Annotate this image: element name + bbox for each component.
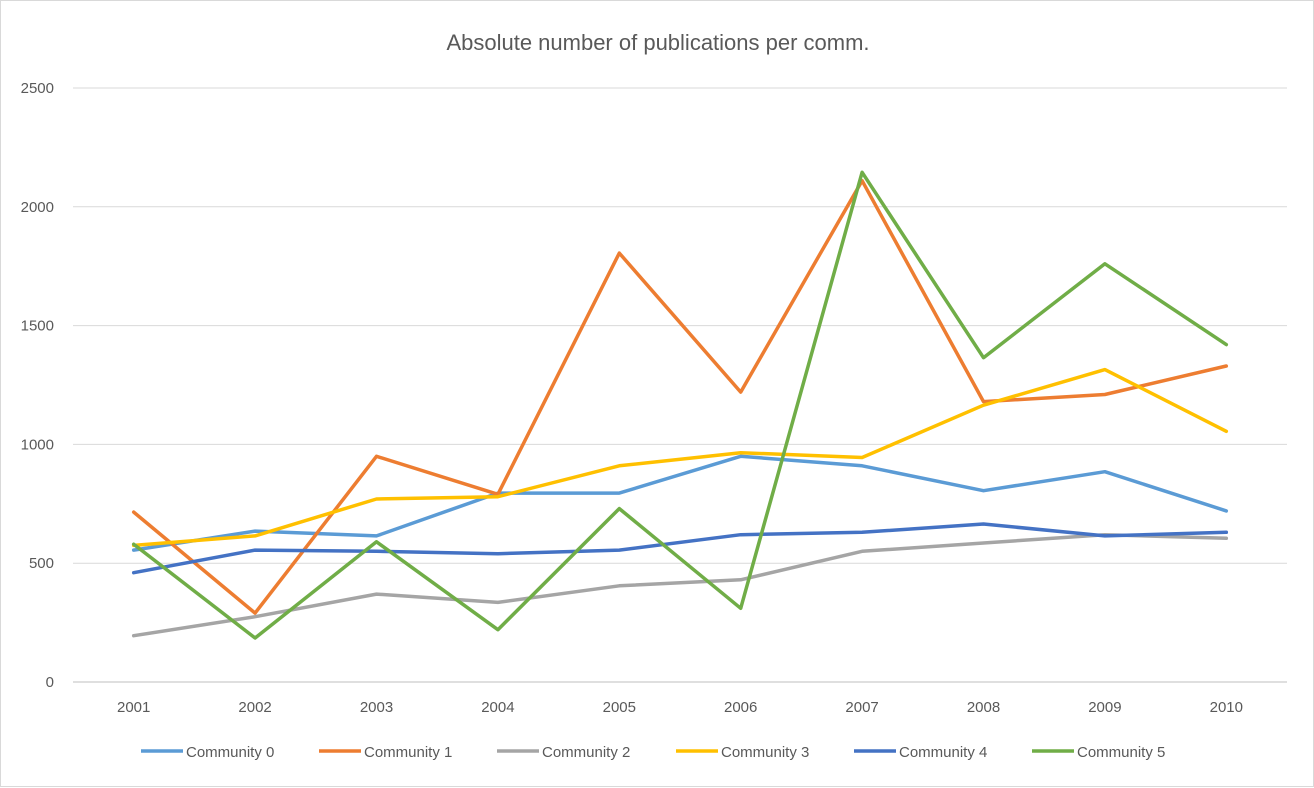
legend-item: Community 1 <box>319 744 452 761</box>
y-axis-ticks: 0 500 1000 1500 2000 2500 <box>21 80 54 691</box>
series-lines <box>131 170 1229 640</box>
legend-item: Community 5 <box>1032 744 1165 761</box>
legend-label: Community 5 <box>1077 744 1165 761</box>
gridlines <box>73 87 1287 683</box>
legend-label: Community 3 <box>721 744 809 761</box>
x-tick-label: 2009 <box>1088 699 1121 716</box>
x-tick-label: 2008 <box>967 699 1000 716</box>
series-line-4 <box>131 522 1229 575</box>
legend-label: Community 2 <box>542 744 630 761</box>
y-tick-label: 2500 <box>21 80 54 97</box>
x-tick-label: 2004 <box>481 699 514 716</box>
y-tick-label: 500 <box>29 555 54 572</box>
x-tick-label: 2001 <box>117 699 150 716</box>
x-tick-label: 2002 <box>238 699 271 716</box>
chart-title: Absolute number of publications per comm… <box>446 30 869 55</box>
x-tick-label: 2006 <box>724 699 757 716</box>
x-tick-label: 2005 <box>603 699 636 716</box>
x-tick-label: 2010 <box>1210 699 1243 716</box>
legend-item: Community 0 <box>141 744 274 761</box>
series-line-2 <box>131 532 1229 638</box>
y-tick-label: 0 <box>46 674 54 691</box>
x-tick-label: 2007 <box>845 699 878 716</box>
legend-item: Community 4 <box>854 744 987 761</box>
series-line-3 <box>131 367 1229 548</box>
y-tick-label: 1000 <box>21 436 54 453</box>
legend-item: Community 3 <box>676 744 809 761</box>
x-tick-label: 2003 <box>360 699 393 716</box>
y-tick-label: 2000 <box>21 199 54 216</box>
legend-item: Community 2 <box>497 744 630 761</box>
series-line-1 <box>131 178 1229 615</box>
x-axis-ticks: 2001 2002 2003 2004 2005 2006 2007 2008 2009 2010 <box>117 699 1243 716</box>
series-line-5 <box>131 170 1229 640</box>
legend-label: Community 0 <box>186 744 274 761</box>
y-tick-label: 1500 <box>21 318 54 335</box>
legend-label: Community 4 <box>899 744 987 761</box>
legend-label: Community 1 <box>364 744 452 761</box>
legend: Community 0 Community 1 Community 2 Communi… <box>141 744 1165 761</box>
